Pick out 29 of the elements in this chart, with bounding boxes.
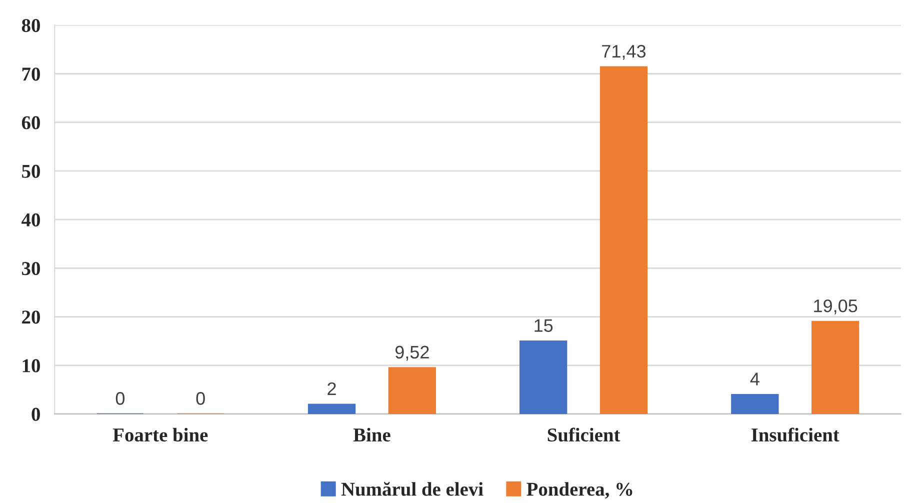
bar [308, 404, 356, 414]
bar [388, 367, 436, 414]
bar [520, 340, 568, 414]
data-label: 2 [328, 382, 336, 395]
bar [600, 66, 648, 414]
y-tick-label: 70 [22, 68, 40, 81]
data-label: 19,05 [814, 299, 858, 314]
data-label: 9,52 [395, 346, 429, 361]
data-label: 15 [534, 319, 553, 332]
data-label: 0 [196, 392, 205, 405]
y-tick-label: 40 [22, 213, 40, 226]
legend-label: Numărul de elevi [341, 482, 484, 496]
y-tick-label: 50 [22, 164, 40, 178]
y-tick-label: 0 [32, 408, 40, 421]
y-tick-label: 20 [22, 310, 40, 324]
bar [811, 320, 860, 414]
x-tick-label: Insuficient [751, 428, 840, 442]
y-tick-label: 30 [22, 262, 40, 276]
y-tick-label: 80 [22, 18, 40, 32]
y-tick-label: 10 [22, 359, 40, 372]
data-label: 0 [116, 392, 125, 405]
y-tick-label: 60 [22, 116, 40, 130]
bar [731, 394, 779, 414]
x-tick-label: Bine [353, 428, 390, 442]
x-tick-label: Foarte bine [112, 428, 208, 442]
data-label: 71,43 [602, 44, 646, 60]
legend-label: Ponderea, % [526, 482, 632, 499]
x-tick-label: Suficient [548, 428, 620, 442]
data-label: 4 [750, 372, 760, 386]
